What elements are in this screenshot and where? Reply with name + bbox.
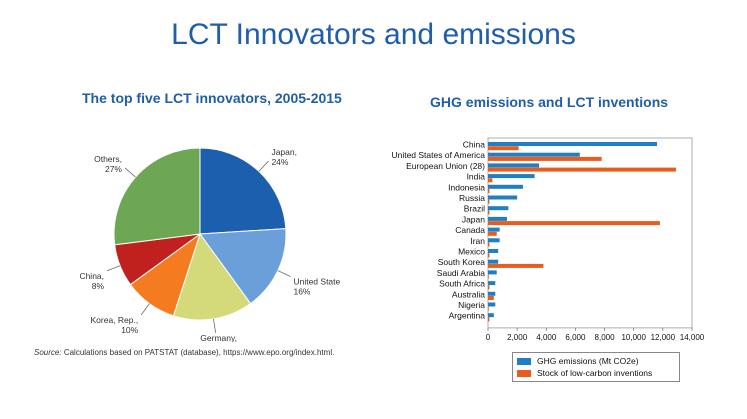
x-tick-label: 14,000 [680, 333, 705, 342]
pie-slice-japan [199, 147, 287, 235]
pie-label-others: Others, [94, 154, 122, 164]
category-label-brazil: Brazil [464, 204, 485, 214]
bar-ghg-european-union-28 [488, 163, 539, 168]
category-label-united-states-of-america: United States of America [391, 150, 485, 160]
bar-inventions-mexico [488, 253, 490, 258]
source-note: Source: Calculations based on PATSTAT (d… [34, 348, 334, 357]
bar-inventions-european-union-28 [488, 167, 676, 172]
category-label-japan: Japan [462, 214, 485, 224]
bar-chart-title: GHG emissions and LCT inventions [430, 94, 669, 110]
slide-title: LCT Innovators and emissions [171, 18, 576, 51]
category-label-south-korea: South Korea [438, 257, 486, 267]
category-label-nigeria: Nigeria [458, 300, 485, 310]
category-label-china: China [463, 140, 485, 150]
x-tick-label: 12,000 [651, 333, 676, 342]
bar-inventions-china [488, 146, 519, 151]
legend-swatch-inventions [517, 369, 531, 377]
bar-inventions-saudi-arabia [488, 274, 489, 279]
category-label-argentina: Argentina [449, 311, 486, 321]
category-label-india: India [467, 172, 486, 182]
pie-label-korea-rep: Korea, Rep., [90, 315, 138, 325]
bar-inventions-iran [488, 242, 490, 247]
bar-ghg-brazil [488, 206, 509, 211]
bar-chart-legend: GHG emissions (Mt CO2e) Stock of low-car… [512, 352, 680, 382]
category-label-australia: Australia [452, 289, 485, 299]
pie-label-china: China, [79, 271, 104, 281]
bar-ghg-iran [488, 238, 500, 243]
category-label-russia: Russia [459, 193, 485, 203]
pie-value-united-states: 16% [293, 287, 310, 297]
pie-leader-others [124, 167, 136, 178]
bar-ghg-saudi-arabia [488, 270, 497, 275]
category-label-european-union-28: European Union (28) [406, 161, 485, 171]
category-label-mexico: Mexico [458, 247, 485, 257]
x-tick-label: 0 [486, 333, 491, 342]
bar-ghg-south-korea [488, 259, 499, 264]
bar-ghg-india [488, 174, 535, 179]
bar-inventions-russia [488, 199, 490, 204]
bar-inventions-south-korea [488, 263, 544, 268]
bar-inventions-united-states-of-america [488, 156, 602, 161]
bar-ghg-south-africa [488, 281, 496, 286]
bar-ghg-mexico [488, 249, 499, 253]
bar-ghg-china [488, 142, 658, 146]
pie-chart: Japan,24%United States,16%Germany,15%Kor… [79, 147, 340, 342]
legend-item-inventions: Stock of low-carbon inventions [517, 367, 675, 379]
category-label-iran: Iran [470, 236, 485, 246]
pie-slice-others [113, 147, 201, 246]
category-label-saudi-arabia: Saudi Arabia [437, 268, 485, 278]
bar-inventions-japan [488, 221, 660, 226]
x-tick-label: 8,000 [595, 333, 616, 342]
bar-inventions-nigeria [488, 306, 489, 311]
bar-inventions-australia [488, 296, 494, 300]
bar-ghg-canada [488, 227, 500, 232]
bar-ghg-australia [488, 291, 496, 296]
source-prefix: Source: [34, 348, 62, 357]
bar-inventions-canada [488, 231, 497, 236]
legend-label-inventions: Stock of low-carbon inventions [537, 368, 653, 378]
pie-value-others: 27% [105, 164, 122, 174]
bar-ghg-japan [488, 216, 507, 221]
bar-ghg-nigeria [488, 302, 496, 307]
bar-inventions-india [488, 178, 493, 183]
pie-leader-japan [258, 160, 269, 172]
legend-swatch-ghg [517, 357, 531, 365]
legend-label-ghg: GHG emissions (Mt CO2e) [537, 356, 639, 366]
pie-value-korea-rep: 10% [121, 325, 138, 335]
bar-ghg-argentina [488, 313, 494, 318]
x-tick-label: 4,000 [536, 333, 557, 342]
bar-inventions-indonesia [488, 189, 490, 193]
bar-inventions-south-africa [488, 285, 490, 290]
pie-slice-united-states [199, 228, 287, 305]
pie-slice-germany [172, 232, 252, 321]
pie-chart-title: The top five LCT innovators, 2005-2015 [82, 90, 342, 106]
bar-ghg-united-states-of-america [488, 152, 580, 157]
x-tick-label: 6,000 [565, 333, 586, 342]
x-tick-label: 2,000 [507, 333, 528, 342]
bar-inventions-argentina [488, 317, 490, 322]
pie-value-japan: 24% [271, 157, 288, 167]
category-label-canada: Canada [455, 225, 485, 235]
source-text: Calculations based on PATSTAT (database)… [63, 348, 335, 357]
pie-leader-united-states [277, 270, 291, 277]
category-label-indonesia: Indonesia [448, 182, 485, 192]
x-tick-label: 10,000 [621, 333, 646, 342]
pie-label-japan: Japan, [271, 147, 297, 157]
bar-ghg-russia [488, 195, 518, 200]
pie-leader-germany [213, 318, 216, 333]
pie-leader-korea-rep [140, 303, 150, 316]
pie-label-germany: Germany, [200, 333, 237, 342]
legend-item-ghg: GHG emissions (Mt CO2e) [517, 355, 675, 367]
bar-inventions-brazil [488, 210, 490, 215]
pie-label-united-states: United States, [293, 277, 340, 287]
pie-value-china: 8% [92, 281, 105, 291]
pie-leader-china [106, 265, 121, 272]
category-label-south-africa: South Africa [439, 279, 485, 289]
bar-ghg-indonesia [488, 184, 523, 189]
